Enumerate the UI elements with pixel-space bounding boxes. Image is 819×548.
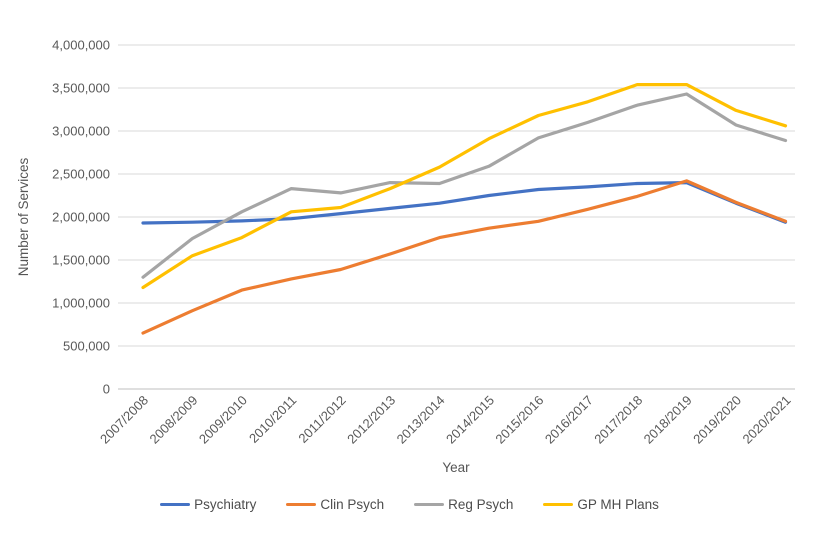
legend-label: Clin Psych (320, 497, 385, 512)
legend-item-psychiatry: Psychiatry (160, 497, 256, 512)
y-axis-tick-label: 3,500,000 (52, 81, 110, 96)
legend-label: GP MH Plans (577, 497, 659, 512)
x-axis-tick-label: 2014/2015 (443, 393, 497, 447)
series-lines (141, 82, 788, 335)
chart-svg: 0 500,000 1,000,000 1,500,000 2,000,000 2,500… (16, 38, 795, 475)
y-axis-tick-label: 4,000,000 (52, 38, 110, 53)
y-axis-tick-label: 500,000 (63, 339, 110, 354)
x-axis-tick-label: 2015/2016 (492, 393, 546, 447)
x-axis-tick-labels: 2007/20082008/20092009/20102010/20112011… (97, 393, 794, 447)
legend-item-clin-psych: Clin Psych (286, 497, 384, 512)
legend-swatch-gp-mh-plans (543, 503, 574, 506)
series-line-reg-psych (141, 92, 788, 279)
x-axis-tick-label: 2018/2019 (641, 393, 695, 447)
x-axis-tick-label: 2011/2012 (295, 393, 348, 446)
x-axis-tick-label: 2008/2009 (146, 393, 200, 447)
legend-swatch-clin-psych (286, 503, 317, 506)
series-line-gp-mh-plans (141, 82, 788, 290)
legend-item-gp-mh-plans: GP MH Plans (543, 497, 659, 512)
chart-legend: Psychiatry Clin Psych Reg Psych GP MH Plans (0, 497, 819, 512)
y-axis-tick-labels: 0 500,000 1,000,000 1,500,000 2,000,000 2,500… (52, 38, 110, 397)
legend-label: Reg Psych (448, 497, 514, 512)
y-axis-tick-label: 0 (103, 382, 110, 397)
x-axis-tick-label: 2019/2020 (690, 393, 744, 447)
x-axis-title: Year (442, 460, 470, 475)
x-axis-tick-label: 2013/2014 (394, 393, 448, 447)
legend-label: Psychiatry (194, 497, 257, 512)
x-axis-tick-label: 2017/2018 (591, 393, 645, 447)
legend-item-reg-psych: Reg Psych (414, 497, 513, 512)
x-axis-tick-label: 2009/2010 (196, 393, 250, 447)
y-axis-tick-label: 1,500,000 (52, 253, 110, 268)
series-line-clin-psych (141, 179, 788, 335)
y-axis-tick-label: 2,500,000 (52, 167, 110, 182)
x-axis-tick-label: 2012/2013 (344, 393, 398, 447)
y-axis-title: Number of Services (16, 157, 31, 276)
x-axis-tick-label: 2010/2011 (246, 393, 299, 446)
legend-swatch-psychiatry (160, 503, 191, 506)
y-axis-tick-label: 2,000,000 (52, 210, 110, 225)
y-axis-tick-label: 1,000,000 (52, 296, 110, 311)
legend-swatch-reg-psych (414, 503, 445, 506)
x-axis-tick-label: 2020/2021 (740, 393, 794, 447)
x-axis-tick-label: 2007/2008 (97, 393, 151, 447)
x-axis-tick-label: 2016/2017 (542, 393, 596, 447)
y-axis-tick-label: 3,000,000 (52, 124, 110, 139)
